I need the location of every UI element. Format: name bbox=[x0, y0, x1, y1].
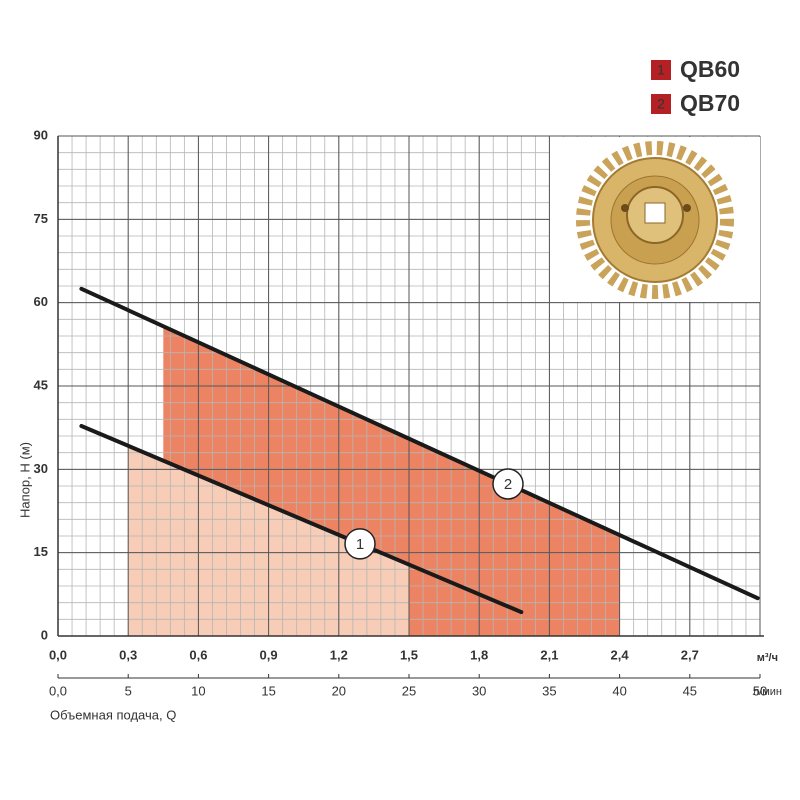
series-line bbox=[79, 286, 760, 601]
legend-label: QB60 bbox=[680, 56, 740, 82]
x-axis-label: Объемная подача, Q bbox=[50, 707, 176, 722]
y-tick-label: 60 bbox=[34, 294, 48, 309]
series-marker: 2 bbox=[504, 476, 512, 493]
x-tick-label: 0,6 bbox=[189, 647, 207, 662]
legend-swatch bbox=[651, 94, 671, 114]
x-tick-label: 0,9 bbox=[260, 647, 278, 662]
y-tick-label: 45 bbox=[34, 377, 48, 392]
legend-label: QB70 bbox=[680, 90, 740, 116]
y-tick-label: 15 bbox=[34, 544, 48, 559]
legend-number: 1 bbox=[657, 62, 665, 78]
x2-unit: л/мин bbox=[753, 686, 782, 698]
x2-tick-label: 25 bbox=[402, 683, 416, 698]
x2-tick-label: 5 bbox=[125, 683, 132, 698]
x-tick-label: 1,8 bbox=[470, 647, 488, 662]
y-tick-label: 75 bbox=[34, 211, 48, 226]
x-tick-label: 2,4 bbox=[611, 647, 630, 662]
legend-number: 2 bbox=[657, 96, 665, 112]
x2-tick-label: 20 bbox=[332, 683, 346, 698]
x-tick-label: 2,1 bbox=[540, 647, 558, 662]
y-axis-label: Напор, Н (м) bbox=[17, 442, 32, 518]
x2-tick-label: 50 bbox=[753, 683, 767, 698]
series-marker-circle bbox=[492, 468, 524, 500]
x-tick-label: 0,3 bbox=[119, 647, 137, 662]
x2-tick-label: 45 bbox=[683, 683, 697, 698]
x-tick-label: 0,0 bbox=[49, 647, 67, 662]
x2-tick-label: 15 bbox=[261, 683, 275, 698]
x2-tick-label: 35 bbox=[542, 683, 556, 698]
x2-tick-label: 10 bbox=[191, 683, 205, 698]
y-tick-label: 0 bbox=[41, 627, 48, 642]
impeller-photo bbox=[550, 137, 760, 302]
series-line bbox=[79, 424, 524, 615]
y-tick-label: 90 bbox=[34, 127, 48, 142]
series-marker-circle bbox=[344, 528, 376, 560]
x-tick-label: 2,7 bbox=[681, 647, 699, 662]
series-marker: 1 bbox=[356, 536, 364, 553]
x-unit: м³/ч bbox=[757, 652, 778, 664]
y-tick-label: 30 bbox=[34, 461, 48, 476]
x-tick-label: 1,2 bbox=[330, 647, 348, 662]
x2-tick-label: 40 bbox=[612, 683, 626, 698]
x2-tick-label: 30 bbox=[472, 683, 486, 698]
legend-swatch bbox=[651, 60, 671, 80]
x2-tick-label: 0,0 bbox=[49, 683, 67, 698]
x-tick-label: 1,5 bbox=[400, 647, 418, 662]
